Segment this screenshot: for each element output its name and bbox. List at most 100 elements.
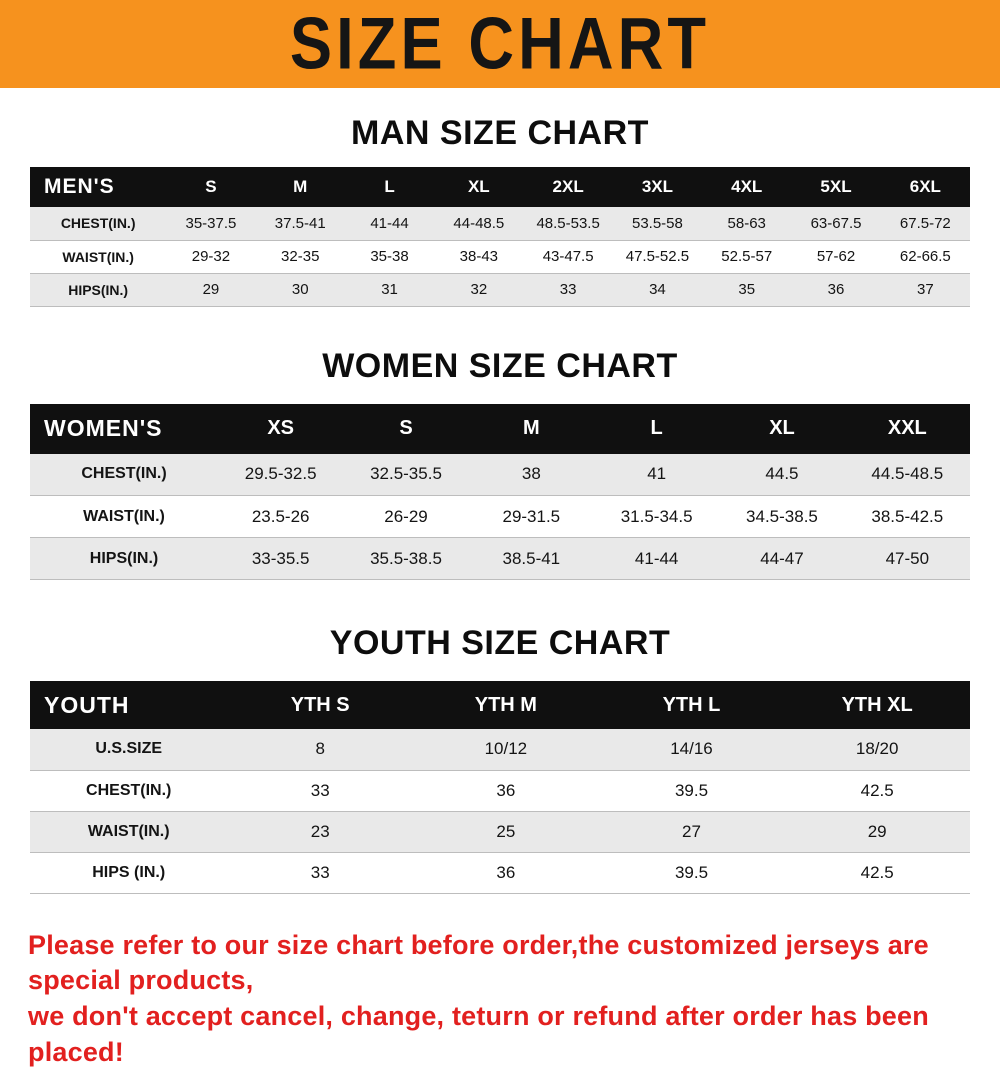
size-column-header: YTH M xyxy=(413,681,599,729)
size-cell: 44-48.5 xyxy=(434,207,523,240)
size-cell: 34.5-38.5 xyxy=(719,496,844,538)
size-cell: 23 xyxy=(227,811,413,852)
size-cell: 33 xyxy=(227,852,413,893)
size-cell: 29-32 xyxy=(166,240,255,273)
size-cell: 14/16 xyxy=(599,729,785,770)
men-section-heading: MAN SIZE CHART xyxy=(0,114,1000,153)
size-cell: 33 xyxy=(227,770,413,811)
size-cell: 36 xyxy=(413,770,599,811)
size-column-header: 4XL xyxy=(702,167,791,207)
size-column-header: M xyxy=(469,404,594,454)
row-label: U.S.SIZE xyxy=(30,729,227,770)
size-cell: 35-38 xyxy=(345,240,434,273)
size-cell: 35-37.5 xyxy=(166,207,255,240)
size-cell: 35 xyxy=(702,273,791,306)
row-label: CHEST(IN.) xyxy=(30,207,166,240)
table-title-cell: WOMEN'S xyxy=(30,404,218,454)
size-cell: 48.5-53.5 xyxy=(523,207,612,240)
size-cell: 47.5-52.5 xyxy=(613,240,702,273)
size-cell: 31.5-34.5 xyxy=(594,496,719,538)
size-cell: 36 xyxy=(413,852,599,893)
size-cell: 44-47 xyxy=(719,538,844,580)
table-title-cell: MEN'S xyxy=(30,167,166,207)
size-column-header: YTH XL xyxy=(784,681,970,729)
size-cell: 43-47.5 xyxy=(523,240,612,273)
page-title: SIZE CHART xyxy=(290,2,710,86)
footer-note: Please refer to our size chart before or… xyxy=(28,928,986,1071)
size-cell: 37.5-41 xyxy=(256,207,345,240)
row-label: HIPS(IN.) xyxy=(30,538,218,580)
size-cell: 35.5-38.5 xyxy=(343,538,468,580)
size-column-header: 6XL xyxy=(881,167,970,207)
size-cell: 41-44 xyxy=(345,207,434,240)
footer-note-line-2: we don't accept cancel, change, teturn o… xyxy=(28,999,986,1071)
size-cell: 8 xyxy=(227,729,413,770)
size-column-header: XL xyxy=(719,404,844,454)
row-label: CHEST(IN.) xyxy=(30,770,227,811)
size-cell: 26-29 xyxy=(343,496,468,538)
size-cell: 23.5-26 xyxy=(218,496,343,538)
size-cell: 34 xyxy=(613,273,702,306)
size-cell: 58-63 xyxy=(702,207,791,240)
size-cell: 39.5 xyxy=(599,852,785,893)
row-label: HIPS(IN.) xyxy=(30,273,166,306)
size-cell: 67.5-72 xyxy=(881,207,970,240)
size-cell: 42.5 xyxy=(784,770,970,811)
size-column-header: M xyxy=(256,167,345,207)
size-column-header: L xyxy=(594,404,719,454)
size-column-header: YTH L xyxy=(599,681,785,729)
size-cell: 52.5-57 xyxy=(702,240,791,273)
size-column-header: L xyxy=(345,167,434,207)
size-cell: 30 xyxy=(256,273,345,306)
size-cell: 32 xyxy=(434,273,523,306)
size-cell: 38-43 xyxy=(434,240,523,273)
size-cell: 10/12 xyxy=(413,729,599,770)
size-cell: 32.5-35.5 xyxy=(343,454,468,496)
size-column-header: S xyxy=(343,404,468,454)
size-cell: 38.5-42.5 xyxy=(845,496,970,538)
size-cell: 33 xyxy=(523,273,612,306)
size-cell: 18/20 xyxy=(784,729,970,770)
row-label: WAIST(IN.) xyxy=(30,496,218,538)
size-cell: 38.5-41 xyxy=(469,538,594,580)
size-cell: 29 xyxy=(166,273,255,306)
youth-section-heading: YOUTH SIZE CHART xyxy=(0,624,1000,663)
row-label: WAIST(IN.) xyxy=(30,240,166,273)
size-column-header: 3XL xyxy=(613,167,702,207)
size-cell: 41 xyxy=(594,454,719,496)
size-column-header: XL xyxy=(434,167,523,207)
size-cell: 38 xyxy=(469,454,594,496)
size-cell: 41-44 xyxy=(594,538,719,580)
size-cell: 29-31.5 xyxy=(469,496,594,538)
size-cell: 27 xyxy=(599,811,785,852)
size-cell: 39.5 xyxy=(599,770,785,811)
size-cell: 57-62 xyxy=(791,240,880,273)
size-column-header: XS xyxy=(218,404,343,454)
row-label: WAIST(IN.) xyxy=(30,811,227,852)
size-cell: 29 xyxy=(784,811,970,852)
size-column-header: 2XL xyxy=(523,167,612,207)
row-label: HIPS (IN.) xyxy=(30,852,227,893)
banner: SIZE CHART xyxy=(0,0,1000,88)
size-cell: 47-50 xyxy=(845,538,970,580)
size-cell: 42.5 xyxy=(784,852,970,893)
